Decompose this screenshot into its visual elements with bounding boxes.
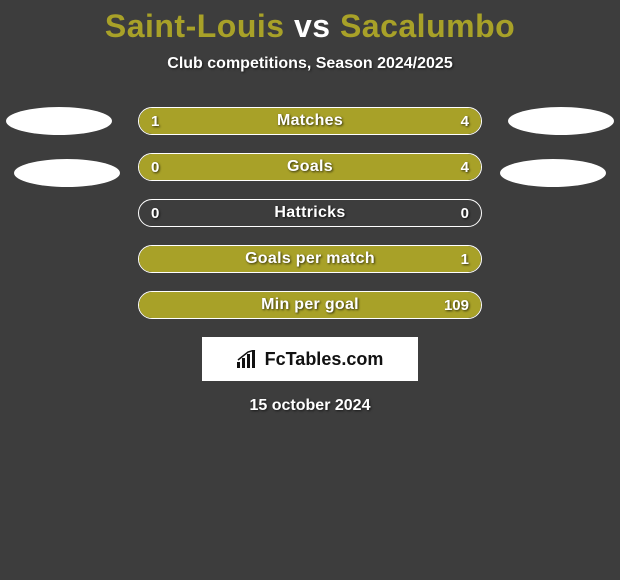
comparison-chart: 1 Matches 4 0 Goals 4 0 Hattricks 0 Goal… [0,107,620,415]
bar-goals-per-match: Goals per match 1 [138,245,482,273]
page-title: Saint-Louis vs Sacalumbo [0,0,620,45]
team-left-badge-2 [14,159,120,187]
bar-val-right: 109 [444,292,469,318]
bar-hattricks: 0 Hattricks 0 [138,199,482,227]
bar-label: Hattricks [139,200,481,226]
bar-matches: 1 Matches 4 [138,107,482,135]
team-right-badge-2 [500,159,606,187]
team-right-name: Sacalumbo [340,8,515,44]
bar-goals: 0 Goals 4 [138,153,482,181]
team-left-name: Saint-Louis [105,8,285,44]
bar-val-right: 0 [461,200,469,226]
bar-val-right: 4 [461,108,469,134]
bars-container: 1 Matches 4 0 Goals 4 0 Hattricks 0 Goal… [138,107,482,319]
date-text: 15 october 2024 [0,397,620,415]
chart-icon [237,350,259,368]
team-right-badge-1 [508,107,614,135]
subtitle: Club competitions, Season 2024/2025 [0,55,620,73]
bar-label: Min per goal [139,292,481,318]
bar-min-per-goal: Min per goal 109 [138,291,482,319]
bar-label: Goals [139,154,481,180]
title-vs: vs [294,8,331,44]
team-left-badge-1 [6,107,112,135]
bar-val-right: 4 [461,154,469,180]
brand-badge: FcTables.com [202,337,418,381]
bar-label: Goals per match [139,246,481,272]
bar-val-right: 1 [461,246,469,272]
brand-text: FcTables.com [265,349,384,370]
bar-label: Matches [139,108,481,134]
